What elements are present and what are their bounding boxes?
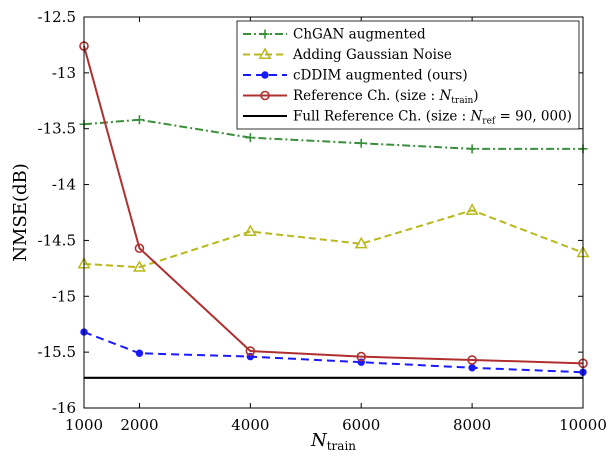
x-tick-label: 6000 (342, 416, 380, 434)
y-tick-label: -15.5 (38, 343, 76, 361)
legend-marker-noise (258, 47, 272, 60)
legend-box (236, 20, 580, 130)
series-cddim (80, 328, 587, 376)
y-tick-label: -15 (52, 287, 76, 305)
y-tick-label: -12.5 (38, 8, 76, 26)
x-tick-label: 2000 (120, 416, 158, 434)
legend-label-chgan: ChGAN augmented (293, 27, 426, 43)
data-point-cddim (468, 364, 476, 372)
legend-ref-main: Reference Ch. (size : (293, 88, 439, 104)
legend-sample-noise (243, 47, 287, 60)
legend-marker-cddim (261, 71, 269, 79)
legend-samples (243, 29, 287, 117)
legend-sample-cddim (243, 71, 287, 79)
legend-ref-var: N (438, 88, 452, 104)
legend-sample-chgan (243, 29, 287, 39)
x-tick-label: 8000 (453, 416, 491, 434)
data-point-ref (134, 243, 145, 254)
data-point-noise (243, 224, 257, 237)
x-axis-label: Ntrain (310, 430, 356, 453)
legend-full-sub: ref (482, 117, 496, 127)
data-point-ref (356, 351, 367, 362)
data-point-noise (465, 203, 479, 215)
y-axis-label: NMSE(dB) (10, 163, 31, 261)
x-tick-label: 10000 (559, 416, 607, 434)
data-point-noise (354, 236, 368, 249)
data-point-chgan (245, 133, 255, 143)
data-point-chgan (356, 138, 366, 148)
series-noise (77, 203, 590, 272)
data-point-cddim (135, 349, 144, 357)
y-tick-label: -16 (52, 399, 76, 417)
data-point-chgan (467, 144, 477, 154)
legend-label-reference: Reference Ch. (size : Ntrain) (293, 88, 479, 106)
legend-sample-ref (243, 90, 287, 101)
series-line-ref (83, 45, 584, 365)
legend-full-end: = 90, 000) (495, 109, 572, 125)
legend-marker-chgan (260, 29, 270, 39)
y-tick-label: -14.5 (38, 231, 76, 249)
plot-frame (83, 16, 584, 409)
legend-ref-sub: train (451, 96, 473, 106)
y-tick-label: -14 (52, 176, 76, 194)
legend-full-var: N (469, 109, 483, 125)
data-point-ref (245, 346, 256, 356)
x-tick-label: 4000 (231, 416, 269, 434)
x-axis-label-main: N (310, 430, 328, 451)
legend-marker-ref (260, 90, 270, 101)
data-point-noise (132, 260, 146, 272)
legend-label-cddim: cDDIM augmented (ours) (293, 68, 468, 84)
x-axis-label-sub: train (327, 439, 357, 453)
data-point-ref (467, 355, 477, 365)
data-point-chgan (134, 115, 144, 125)
series-line-cddim (83, 331, 584, 374)
legend-label-full-reference: Full Reference Ch. (size : Nref = 90, 00… (293, 109, 572, 127)
y-tick-label: -13.5 (38, 120, 76, 138)
y-tick-label: -13 (52, 64, 76, 82)
ticks-layer: 1000 2000 4000 6000 8000 10000 -16 -15.5 -15 -14.… (38, 8, 607, 434)
x-tick-label: 1000 (65, 416, 103, 434)
series-layer (77, 41, 590, 379)
legend: ChGAN augmented Adding Gaussian Noise cD… (236, 20, 580, 130)
legend-label-noise: Adding Gaussian Noise (292, 47, 452, 63)
legend-ref-end: ) (473, 88, 478, 104)
legend-full-main: Full Reference Ch. (size : (293, 109, 470, 125)
series-line-noise (83, 209, 584, 269)
